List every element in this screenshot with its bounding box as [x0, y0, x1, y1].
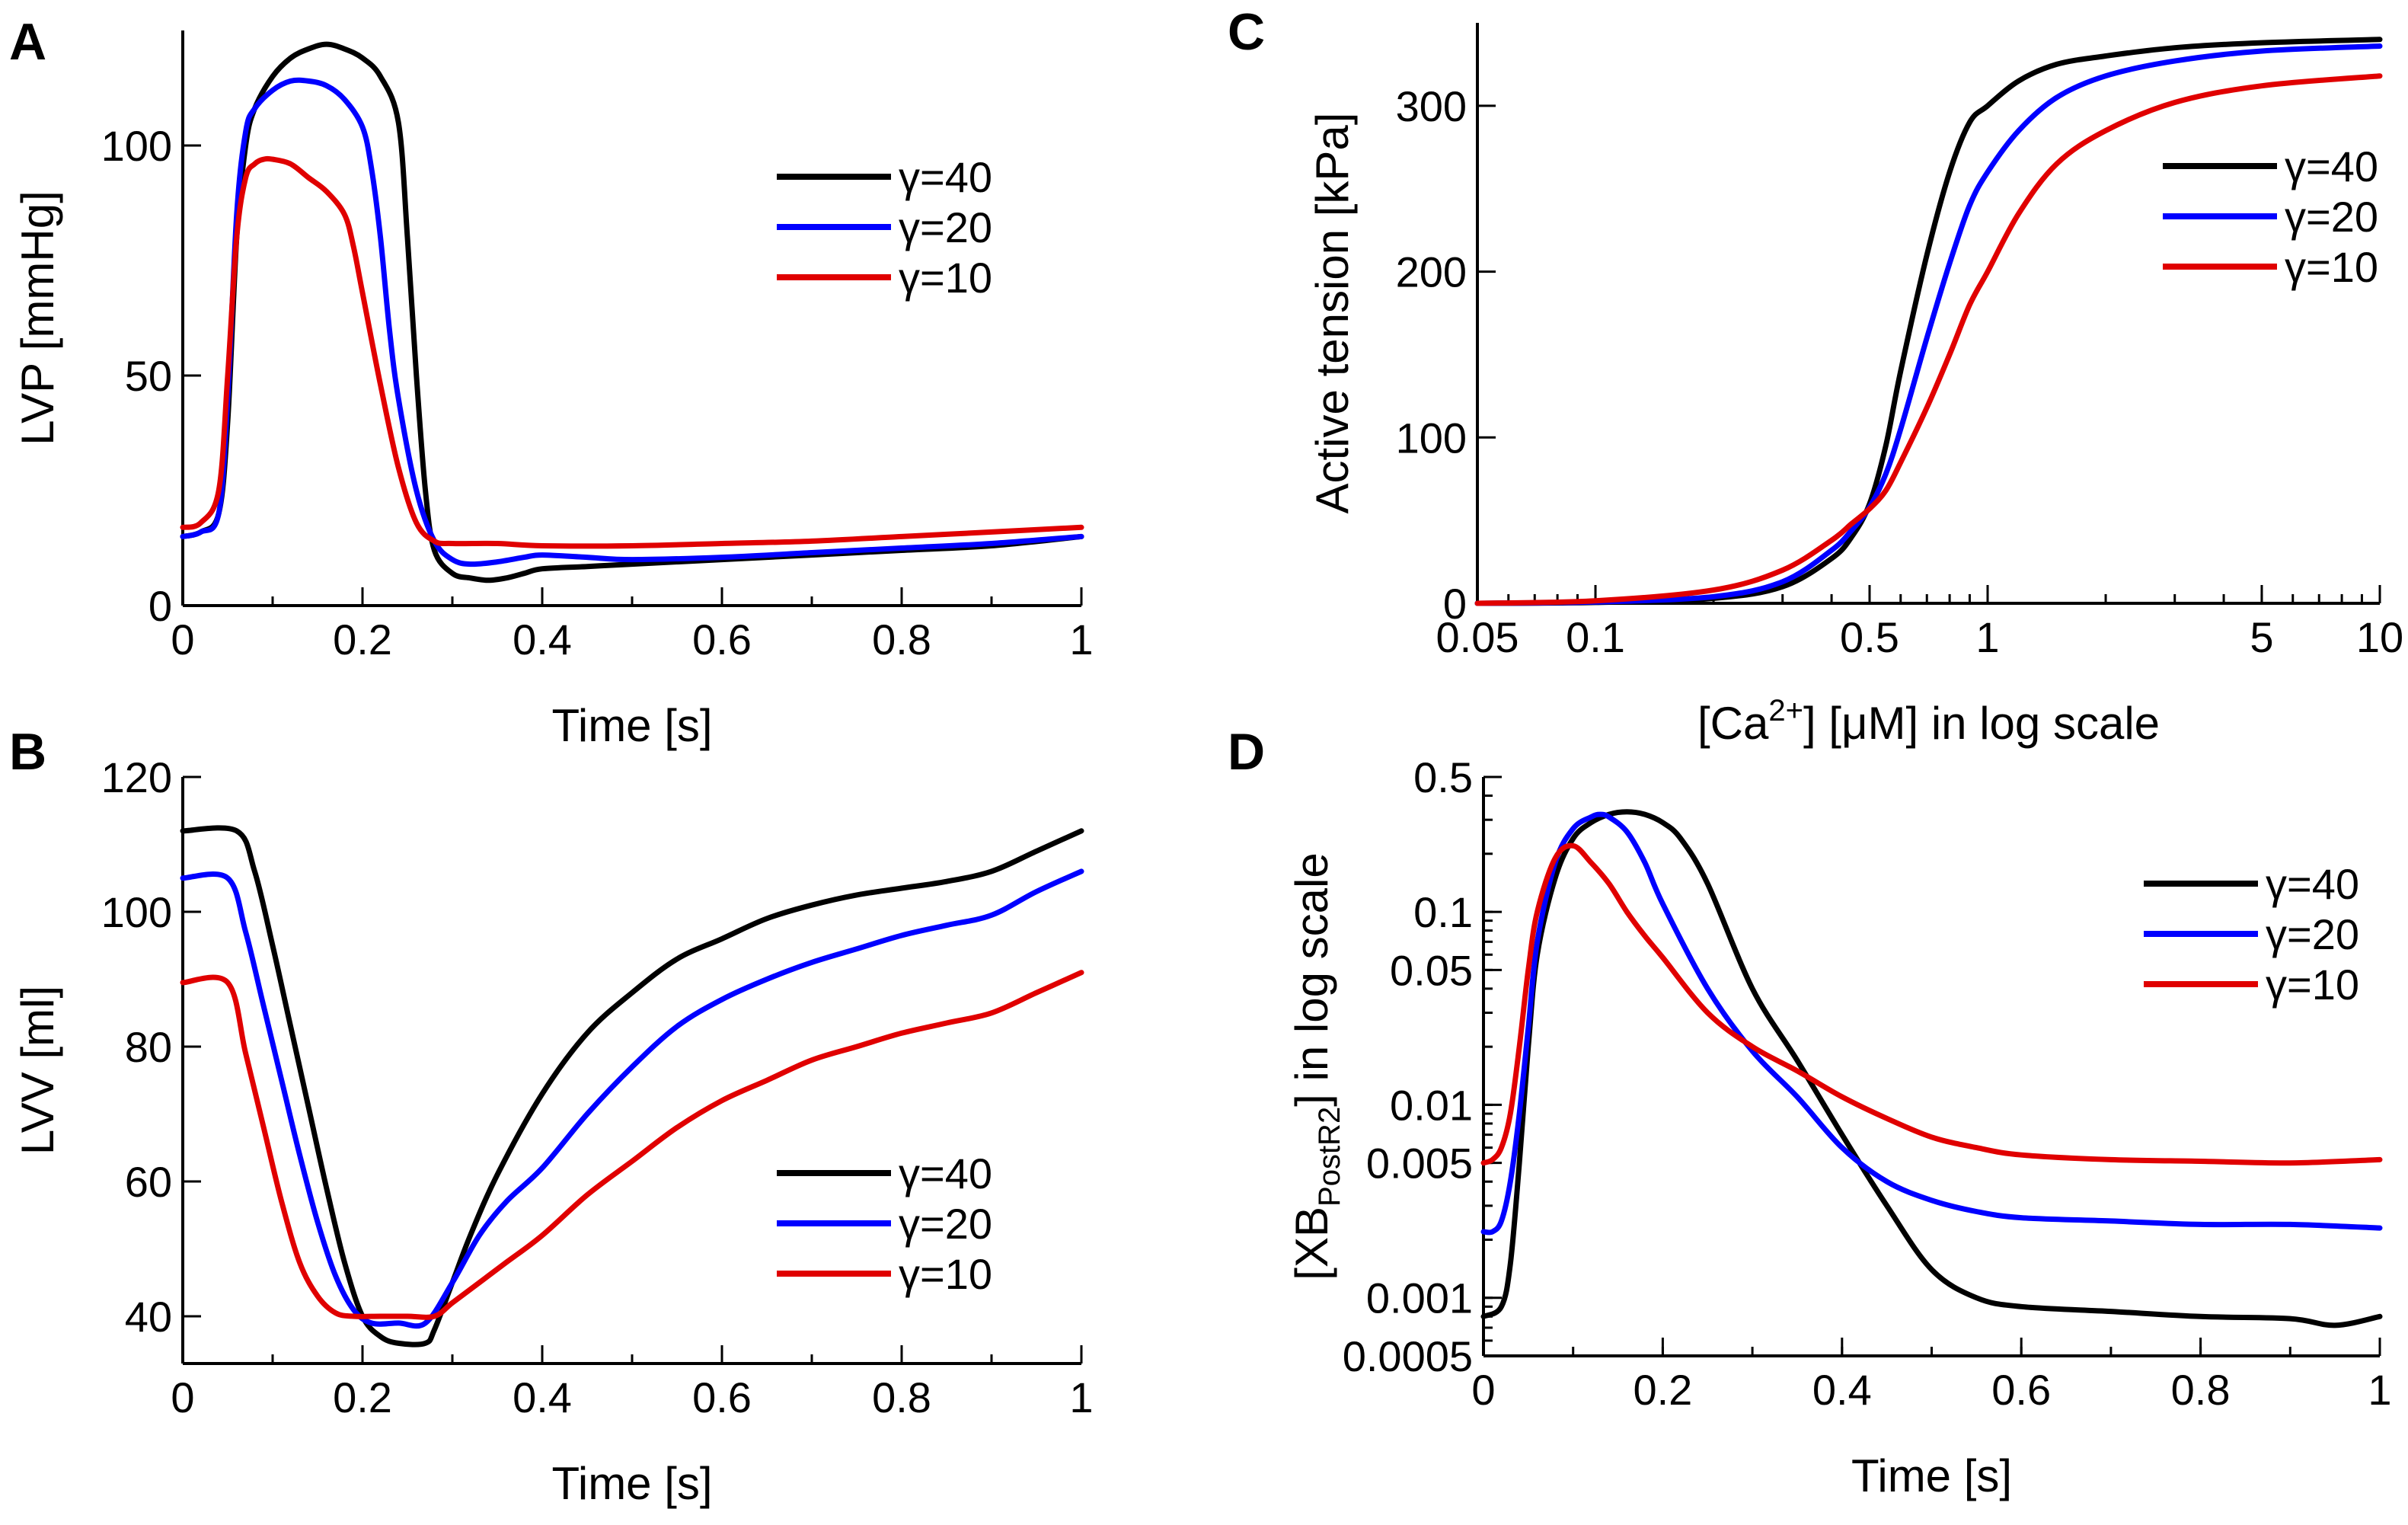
x-tick-label: 0.05: [1436, 613, 1519, 661]
y-axis-title-subscript: PostR2: [1313, 1107, 1346, 1207]
y-tick-label: 0.05: [1390, 946, 1473, 994]
x-axis-title-part: ] [μM] in log scale: [1803, 698, 2160, 749]
legend-label: γ=40: [2285, 142, 2378, 190]
series-line-gamma-20: [1474, 43, 2383, 606]
y-axis-title-part: [XB: [1286, 1207, 1337, 1280]
series-line-gamma-20: [180, 77, 1084, 567]
panel-letter: D: [1228, 723, 1265, 781]
x-tick-label: 10: [2356, 613, 2403, 661]
x-tick-label: 0.4: [1812, 1366, 1872, 1414]
x-tick-label: 0.6: [692, 615, 752, 663]
y-tick-label: 40: [125, 1293, 172, 1341]
legend-label: γ=40: [2266, 860, 2359, 908]
x-tick-label: 0: [171, 615, 194, 663]
y-tick-label: 0.5: [1413, 753, 1473, 801]
y-axis-title-part: ] in log scale: [1286, 852, 1337, 1107]
y-tick-label: 100: [101, 122, 172, 170]
legend-label: γ=40: [899, 1149, 992, 1197]
series-line-gamma-40: [1474, 37, 2383, 606]
y-tick-label: 0.1: [1413, 888, 1473, 936]
series-line-gamma-10: [1474, 73, 2383, 606]
y-tick-label: 0.01: [1390, 1081, 1473, 1129]
x-tick-label: 0.8: [872, 615, 931, 663]
x-tick-label: 0: [1471, 1366, 1495, 1414]
x-tick-label: 0.4: [513, 1373, 572, 1421]
panel-letter: B: [9, 723, 46, 781]
panel-D: D 0 0.2 0.4 0.6 0.8 1 0.0005 0.001 0.005 0.01 0.05 0…: [1228, 723, 2392, 1501]
legend-label: γ=20: [899, 203, 992, 251]
legend-label: γ=10: [899, 254, 992, 302]
y-axis-title: LVV [ml]: [12, 986, 63, 1155]
x-tick-label: 0.8: [2171, 1366, 2231, 1414]
x-tick-label: 0.4: [513, 615, 572, 663]
x-tick-label: 0.2: [333, 615, 392, 663]
legend-label: γ=20: [899, 1200, 992, 1248]
x-tick-label: 0: [171, 1373, 194, 1421]
x-tick-label: 1: [1069, 615, 1093, 663]
x-tick-label: 1: [1975, 613, 1999, 661]
y-tick-label: 0.005: [1366, 1140, 1473, 1188]
x-tick-label: 0.5: [1840, 613, 1899, 661]
panel-A: A 0 0.2 0.4 0.6 0.8 1 0 50 100 Time [s] LVP [mmHg] γ…: [9, 13, 1094, 751]
legend-label: γ=40: [899, 153, 992, 201]
series-line-gamma-10: [180, 155, 1084, 549]
panel-letter: A: [9, 13, 46, 71]
x-tick-label: 5: [2250, 613, 2273, 661]
x-axis-title: [Ca2+] [μM] in log scale: [1697, 694, 2160, 749]
series-line-gamma-40: [180, 41, 1084, 583]
series-line-gamma-40: [1480, 809, 2383, 1328]
y-tick-label: 0.001: [1366, 1274, 1473, 1322]
y-tick-label: 0: [149, 582, 172, 630]
y-tick-label: 50: [125, 352, 172, 400]
series-line-gamma-10: [1480, 842, 2383, 1166]
x-tick-label: 0.8: [872, 1373, 931, 1421]
y-tick-label: 100: [101, 888, 172, 936]
legend-label: γ=10: [899, 1250, 992, 1298]
y-tick-label: 80: [125, 1023, 172, 1071]
x-tick-label: 0.6: [1991, 1366, 2051, 1414]
series-line-gamma-40: [180, 825, 1084, 1348]
x-axis-title: Time [s]: [551, 1458, 712, 1509]
x-tick-label: 0.1: [1566, 613, 1625, 661]
y-tick-label: 100: [1396, 414, 1467, 462]
x-axis-title-superscript: 2+: [1768, 694, 1803, 727]
panel-B: B 0 0.2 0.4 0.6 0.8 1 40 60 80 100 120 Time [s] LVV […: [9, 723, 1094, 1509]
y-axis-title: LVP [mmHg]: [12, 190, 63, 446]
x-tick-label: 1: [2368, 1366, 2391, 1414]
y-axis-title: Active tension [kPa]: [1307, 113, 1358, 514]
y-tick-label: 120: [101, 753, 172, 801]
panel-letter: C: [1228, 3, 1265, 61]
legend-label: γ=20: [2266, 910, 2359, 958]
y-tick-label: 0.0005: [1343, 1332, 1473, 1380]
x-axis-title-part: [Ca: [1697, 698, 1769, 749]
x-axis-title: Time [s]: [551, 700, 712, 751]
y-axis-title: [XBPostR2] in log scale: [1286, 852, 1346, 1280]
x-tick-label: 0.6: [692, 1373, 752, 1421]
x-tick-label: 1: [1069, 1373, 1093, 1421]
x-tick-label: 0.2: [333, 1373, 392, 1421]
legend-label: γ=10: [2266, 961, 2359, 1009]
series-line-gamma-20: [1480, 811, 2383, 1236]
legend-label: γ=10: [2285, 243, 2378, 291]
y-tick-label: 300: [1396, 82, 1467, 130]
y-tick-label: 200: [1396, 248, 1467, 296]
y-tick-label: 60: [125, 1158, 172, 1206]
legend-label: γ=20: [2285, 193, 2378, 241]
x-axis-title: Time [s]: [1851, 1450, 2012, 1501]
series-line-gamma-10: [180, 970, 1084, 1320]
y-tick-label: 0: [1443, 580, 1467, 628]
x-tick-label: 0.2: [1633, 1366, 1692, 1414]
series-line-gamma-20: [180, 868, 1084, 1329]
